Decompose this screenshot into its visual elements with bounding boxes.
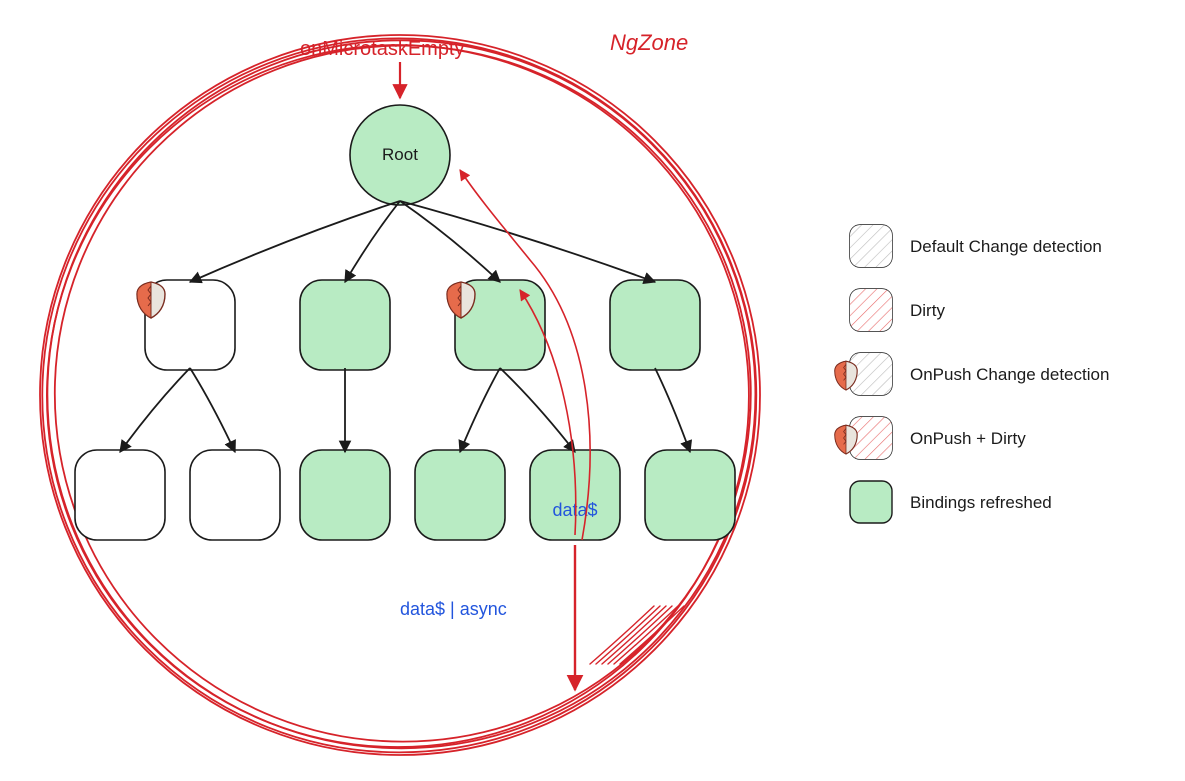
- ngzone-label: NgZone: [610, 30, 688, 55]
- tree-node: [300, 280, 390, 370]
- legend-item: [850, 481, 892, 523]
- tree-edge: [400, 201, 500, 282]
- scribble: [590, 606, 684, 664]
- tree-node: [447, 280, 545, 370]
- tree-node: [415, 450, 505, 540]
- tree-edge: [190, 201, 400, 282]
- legend-item: [850, 225, 892, 267]
- legend: [835, 225, 892, 523]
- tree-edge: [190, 368, 235, 452]
- tree-edge: [345, 201, 400, 282]
- microtask-label: onMicrotaskEmpty: [300, 38, 465, 60]
- root-label: Root: [382, 145, 418, 164]
- tree-node: [610, 280, 700, 370]
- tree-node: [645, 450, 735, 540]
- legend-label: Default Change detection: [910, 237, 1102, 256]
- tree-node: [300, 450, 390, 540]
- tree-node: [190, 450, 280, 540]
- tree-node: [137, 280, 235, 370]
- tree-edge: [400, 201, 655, 282]
- tree-edge: [460, 368, 500, 452]
- legend-item: [850, 289, 892, 331]
- tree-edge: [500, 368, 575, 452]
- legend-item: [835, 353, 892, 395]
- tree-edge: [120, 368, 190, 452]
- tree-node: [75, 450, 165, 540]
- tree-edge: [655, 368, 690, 452]
- legend-item: [835, 417, 892, 459]
- legend-label: OnPush + Dirty: [910, 429, 1026, 448]
- async-pipe-label: data$ | async: [400, 599, 507, 619]
- legend-label: Bindings refreshed: [910, 493, 1052, 512]
- legend-label: Dirty: [910, 301, 945, 320]
- legend-label: OnPush Change detection: [910, 365, 1109, 384]
